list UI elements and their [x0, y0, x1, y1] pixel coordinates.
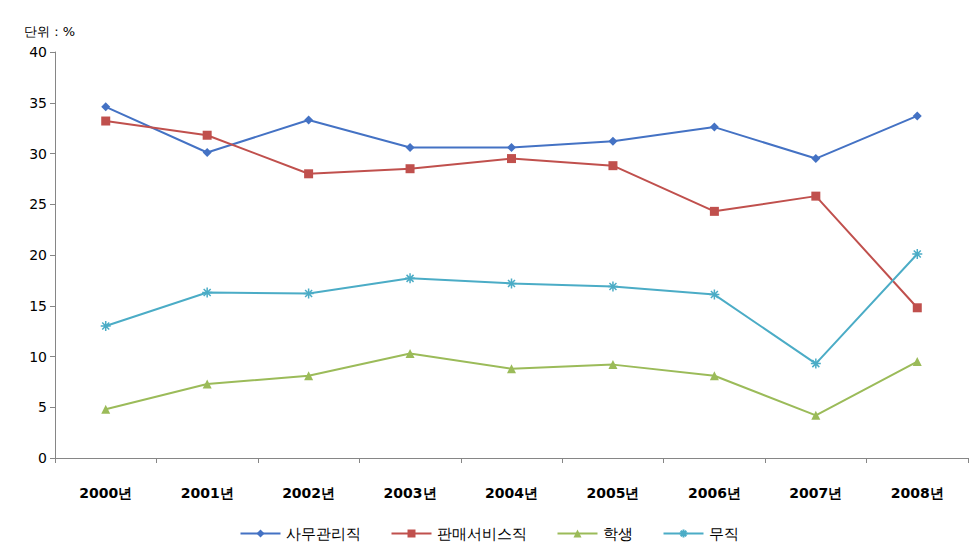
svg-text:무직: 무직 [709, 525, 739, 543]
svg-text:단위 : %: 단위 : % [24, 24, 75, 39]
svg-text:2005년: 2005년 [586, 485, 639, 501]
svg-text:15: 15 [29, 298, 47, 314]
svg-text:2004년: 2004년 [485, 485, 538, 501]
svg-text:사무관리직: 사무관리직 [286, 525, 361, 543]
svg-text:2008년: 2008년 [891, 485, 944, 501]
svg-text:25: 25 [29, 196, 47, 212]
svg-text:10: 10 [29, 349, 47, 365]
svg-text:20: 20 [29, 247, 47, 263]
svg-text:학생: 학생 [603, 525, 633, 543]
svg-text:35: 35 [29, 95, 47, 111]
svg-text:0: 0 [38, 450, 47, 466]
svg-text:40: 40 [29, 44, 47, 60]
svg-text:2001년: 2001년 [181, 485, 234, 501]
svg-text:판매서비스직: 판매서비스직 [437, 525, 527, 543]
svg-text:2003년: 2003년 [384, 485, 437, 501]
svg-text:2002년: 2002년 [282, 485, 335, 501]
svg-text:2000년: 2000년 [79, 485, 132, 501]
svg-text:30: 30 [29, 146, 47, 162]
svg-text:2006년: 2006년 [688, 485, 741, 501]
svg-text:2007년: 2007년 [789, 485, 842, 501]
svg-text:5: 5 [38, 399, 47, 415]
